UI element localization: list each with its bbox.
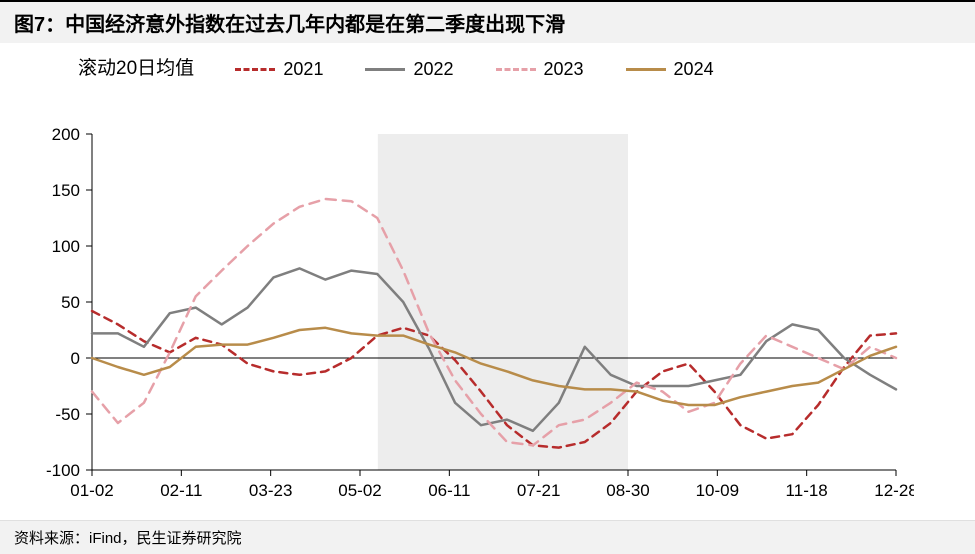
x-tick-label: 02-11 xyxy=(160,481,202,500)
x-tick-label: 12-28 xyxy=(874,481,914,500)
chart-region: 滚动20日均值 2021 2022 2023 2024 -100 -50 0 50 100 15… xyxy=(0,43,975,520)
y-tick-label: 0 xyxy=(71,349,80,368)
legend-label: 2023 xyxy=(544,59,584,80)
y-tick-label: 50 xyxy=(61,293,80,312)
x-tick-label: 01-02 xyxy=(70,481,113,500)
legend-item-2021: 2021 xyxy=(235,59,323,80)
y-tick-label: 200 xyxy=(52,125,80,144)
chart-title-bar: 图7：中国经济意外指数在过去几年内都是在第二季度出现下滑 xyxy=(0,0,975,43)
legend-item-2024: 2024 xyxy=(626,59,714,80)
legend-swatch xyxy=(235,68,275,71)
legend-swatch xyxy=(496,68,536,71)
x-tick-label: 11-18 xyxy=(786,481,828,500)
line-chart: -100 -50 0 50 100 150 200 01-02 02-11 03-23 05-02 0… xyxy=(14,84,914,514)
source-text: 资料来源：iFind，民生证券研究院 xyxy=(14,530,242,547)
legend-swatch xyxy=(365,68,405,71)
x-tick-label: 08-30 xyxy=(606,481,649,500)
y-tick-label: -100 xyxy=(46,461,80,480)
x-tick-label: 06-11 xyxy=(428,481,470,500)
x-tick-label: 03-23 xyxy=(249,481,292,500)
chart-title: 图7：中国经济意外指数在过去几年内都是在第二季度出现下滑 xyxy=(14,14,565,36)
x-tick-label: 07-21 xyxy=(517,481,560,500)
y-tick-label: -50 xyxy=(55,405,80,424)
legend-item-2023: 2023 xyxy=(496,59,584,80)
y-tick-label: 100 xyxy=(52,237,80,256)
legend-label: 2021 xyxy=(283,59,323,80)
legend-label: 2024 xyxy=(674,59,714,80)
legend-label: 2022 xyxy=(413,59,453,80)
legend-item-2022: 2022 xyxy=(365,59,453,80)
x-tick-label: 10-09 xyxy=(696,481,739,500)
y-tick-label: 150 xyxy=(52,181,80,200)
legend-swatch xyxy=(626,68,666,71)
x-tick-label: 05-02 xyxy=(338,481,381,500)
chart-subtitle: 滚动20日均值 xyxy=(78,53,194,80)
source-bar: 资料来源：iFind，民生证券研究院 xyxy=(0,520,975,554)
